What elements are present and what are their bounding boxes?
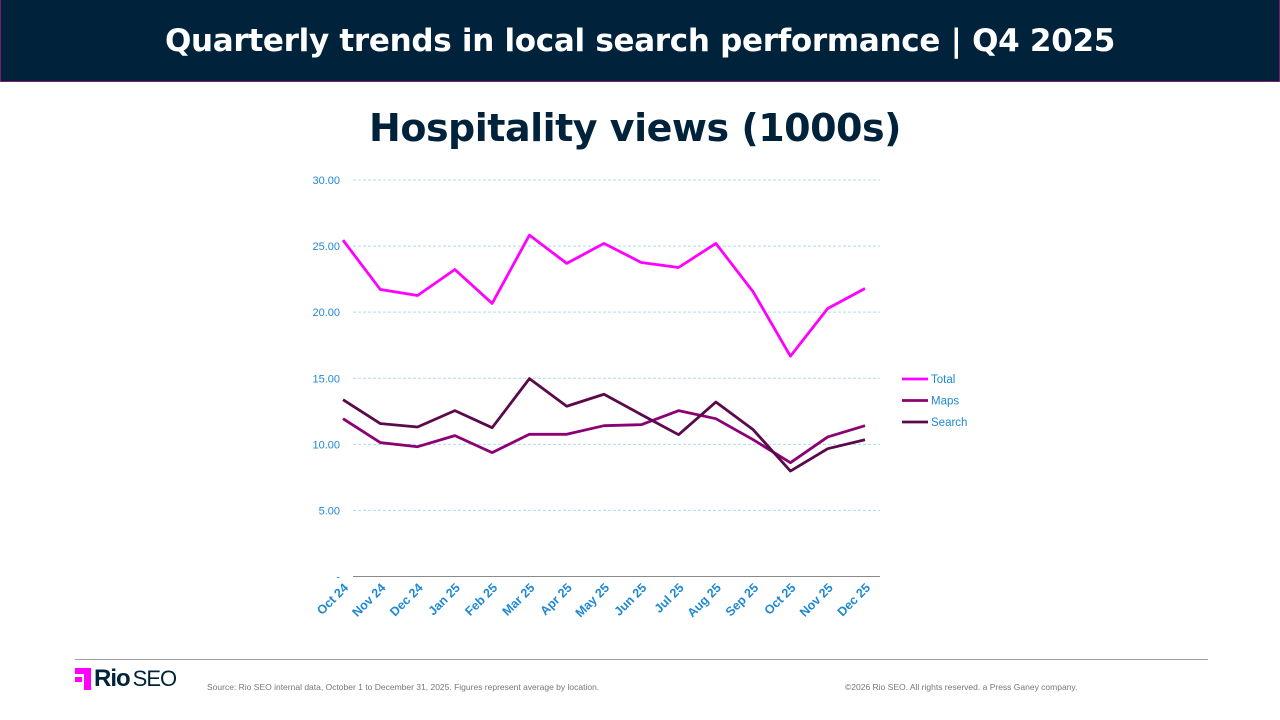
x-tick-label: Nov 24 xyxy=(350,581,389,620)
x-tick-label: Jul 25 xyxy=(652,581,687,616)
x-tick-label: Apr 25 xyxy=(537,581,574,618)
x-tick-label: Feb 25 xyxy=(462,581,500,619)
x-tick-label: Oct 25 xyxy=(762,581,799,618)
x-tick-label: Jun 25 xyxy=(611,581,649,619)
legend-label: Maps xyxy=(931,396,959,408)
rio-seo-logo: Rio SEO xyxy=(75,665,177,692)
legend-label: Total xyxy=(931,374,955,386)
series-line-total xyxy=(341,233,866,358)
x-tick-label: Mar 25 xyxy=(500,581,538,619)
x-tick-label: May 25 xyxy=(573,581,612,620)
y-tick-label: 20.00 xyxy=(312,307,340,319)
chart-title: Hospitality views (1000s) xyxy=(369,106,901,150)
x-tick-label: Nov 25 xyxy=(797,581,836,620)
y-tick-label: 15.00 xyxy=(312,373,340,385)
y-tick-label: 10.00 xyxy=(312,439,340,451)
footer-divider xyxy=(75,659,1208,660)
y-tick-label: - xyxy=(336,572,340,584)
x-tick-label: Sep 25 xyxy=(723,581,761,619)
y-tick-label: 5.00 xyxy=(319,505,340,517)
page-title: Quarterly trends in local search perform… xyxy=(164,22,1116,59)
legend-label: Search xyxy=(931,417,967,429)
x-tick-label: Dec 24 xyxy=(387,581,425,619)
y-tick-label: 25.00 xyxy=(312,241,340,253)
copyright-note: ©2026 Rio SEO. All rights reserved. a Pr… xyxy=(845,682,1078,692)
x-tick-label: Jan 25 xyxy=(426,581,463,618)
x-tick-label: Oct 24 xyxy=(314,581,351,618)
logo-mark-icon xyxy=(75,668,91,690)
x-tick-label: Aug 25 xyxy=(685,581,724,620)
source-note: Source: Rio SEO internal data, October 1… xyxy=(207,682,600,692)
header-banner: Quarterly trends in local search perform… xyxy=(0,0,1280,82)
y-tick-label: 30.00 xyxy=(312,175,340,187)
series-line-maps xyxy=(342,409,866,465)
x-tick-label: Dec 25 xyxy=(835,581,873,619)
